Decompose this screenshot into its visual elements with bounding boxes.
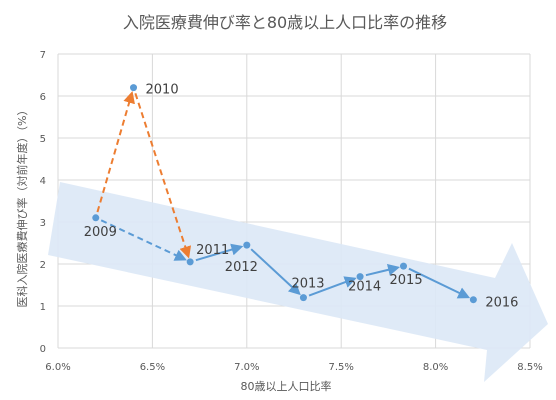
y-tick-label: 1 <box>40 302 46 313</box>
x-axis-ticks: 6.0% 6.5% 7.0% 7.5% 8.0% 8.5% <box>45 362 542 373</box>
arrow-2015-2016 <box>408 267 471 299</box>
y-tick-label: 5 <box>40 134 46 145</box>
y-tick-label: 2 <box>40 260 46 271</box>
data-point-2009 <box>92 214 100 222</box>
arrow-2012-2013 <box>250 248 301 296</box>
x-tick-label: 6.5% <box>140 362 165 373</box>
arrows <box>96 91 471 299</box>
y-axis-ticks: 0 1 2 3 4 5 6 7 <box>40 50 46 355</box>
point-label-2015: 2015 <box>390 273 423 288</box>
arrow-2010-2011 <box>134 92 192 259</box>
arrow-2009-2011 <box>100 219 187 261</box>
point-label-2013: 2013 <box>291 277 324 292</box>
x-tick-label: 8.0% <box>423 362 448 373</box>
y-tick-label: 0 <box>40 344 46 355</box>
trend-band-arrow <box>48 182 548 382</box>
x-tick-label: 7.5% <box>328 362 353 373</box>
arrow-2011-2012 <box>195 243 244 262</box>
point-label-2009: 2009 <box>84 225 117 240</box>
y-tick-label: 4 <box>40 176 46 187</box>
arrow-2009-2010 <box>96 91 135 213</box>
data-point-2010 <box>130 84 138 92</box>
data-point-2016 <box>469 296 477 304</box>
point-label-2014: 2014 <box>348 280 381 295</box>
x-tick-label: 7.0% <box>234 362 259 373</box>
data-point-2015 <box>400 262 408 270</box>
y-axis-title: 医科入院医療費伸び率（対前年度）（%） <box>15 105 29 308</box>
data-point-2011 <box>186 258 194 266</box>
chart-title: 入院医療費伸び率と80歳以上人口比率の推移 <box>123 13 447 32</box>
x-tick-label: 8.5% <box>517 362 542 373</box>
point-label-2016: 2016 <box>485 296 518 311</box>
points <box>92 84 477 304</box>
point-label-2011: 2011 <box>196 243 229 258</box>
data-point-2013 <box>299 294 307 302</box>
y-tick-label: 6 <box>40 92 46 103</box>
data-point-2014 <box>356 273 364 281</box>
point-label-2012: 2012 <box>225 260 258 275</box>
x-axis-title: 80歳以上人口比率 <box>241 379 332 393</box>
arrow-2013-2014 <box>308 276 357 297</box>
point-label-2010: 2010 <box>146 83 179 98</box>
x-tick-label: 6.0% <box>45 362 70 373</box>
data-point-2012 <box>243 241 251 249</box>
y-tick-label: 7 <box>40 50 46 61</box>
arrow-2014-2015 <box>365 263 401 277</box>
y-tick-label: 3 <box>40 218 46 229</box>
point-labels: 2009 2010 2011 2012 2013 2014 2015 2016 <box>84 83 519 311</box>
